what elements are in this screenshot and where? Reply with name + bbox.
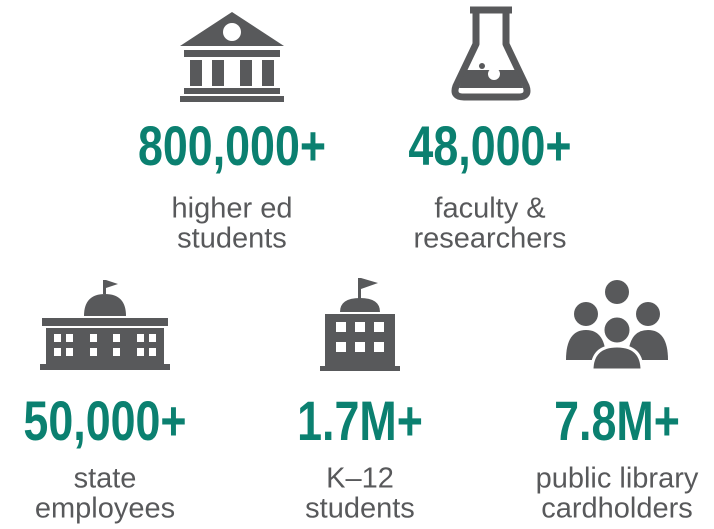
stat-value: 800,000+ (138, 114, 326, 177)
stat-label: public library (536, 463, 699, 495)
stat-value: 50,000+ (23, 389, 186, 452)
stat-label: researchers (413, 223, 566, 255)
stat-label: higher ed (172, 193, 293, 225)
stat-value: 48,000+ (408, 114, 571, 177)
bank-icon (180, 12, 284, 102)
people-icon (566, 280, 668, 372)
flask-icon (451, 6, 531, 101)
stat-label: students (305, 493, 415, 525)
school-icon (320, 278, 400, 371)
stat-value: 7.8M+ (554, 389, 680, 452)
capitol-icon (40, 280, 170, 370)
stat-label: faculty & (434, 193, 545, 225)
stat-label: students (177, 223, 287, 255)
stat-label: cardholders (541, 493, 693, 525)
stat-label: employees (35, 493, 175, 525)
stat-value: 1.7M+ (297, 389, 423, 452)
stat-label: K–12 (326, 463, 394, 495)
stat-label: state (74, 463, 137, 495)
